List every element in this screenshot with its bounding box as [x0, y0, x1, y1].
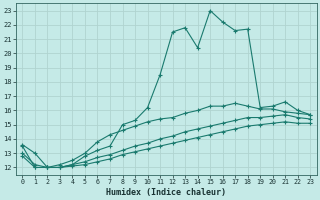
X-axis label: Humidex (Indice chaleur): Humidex (Indice chaleur): [106, 188, 226, 197]
